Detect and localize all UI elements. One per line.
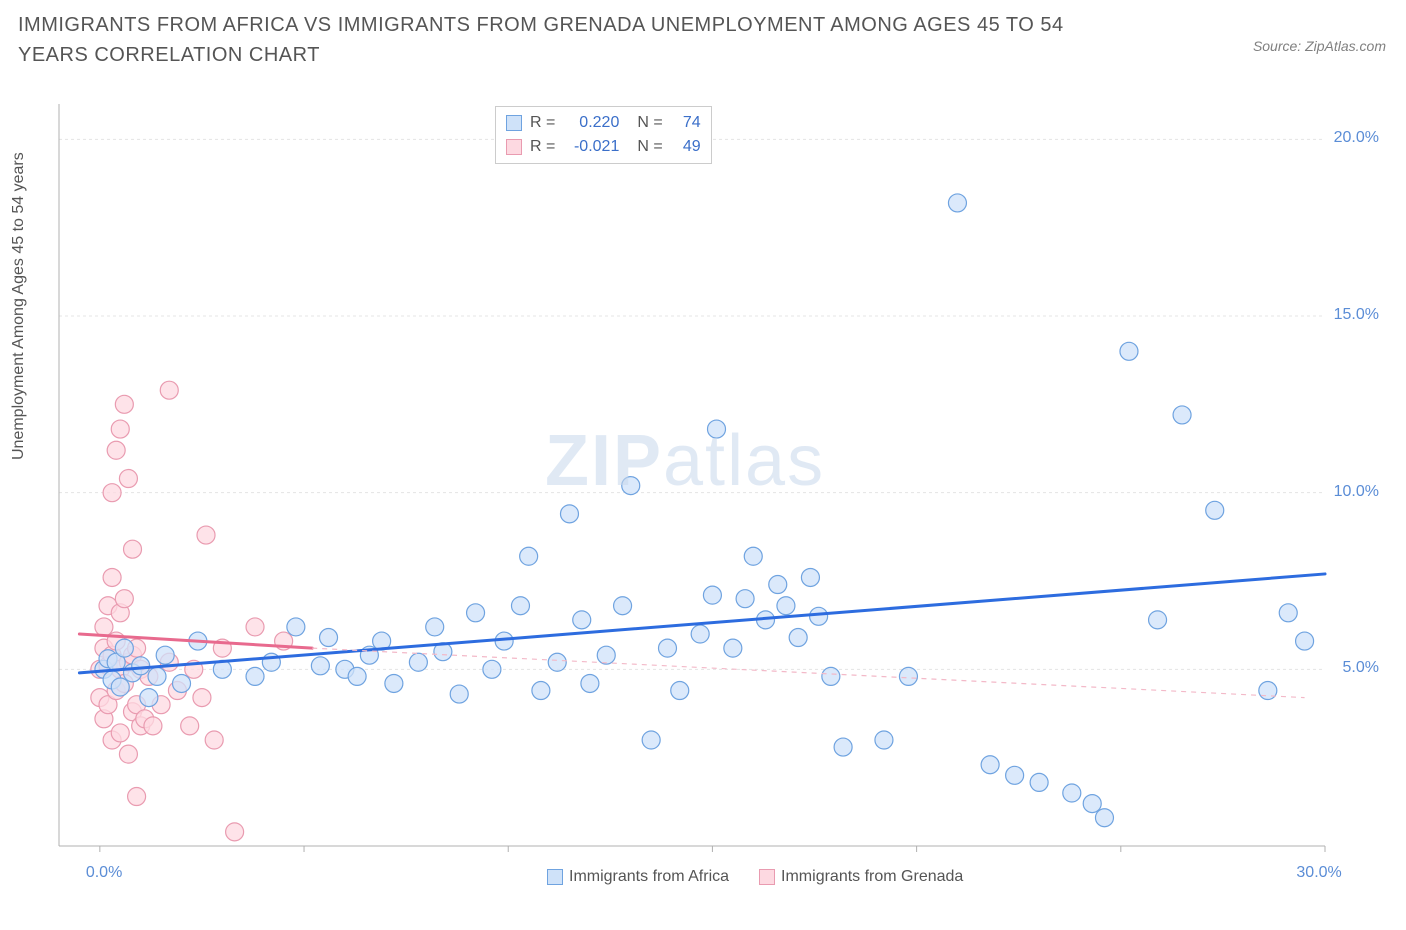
- legend-label: Immigrants from Africa: [569, 868, 729, 886]
- correlation-stats-box: R = 0.220 N = 74 R = -0.021 N = 49: [495, 106, 712, 164]
- r-label: R =: [530, 135, 555, 159]
- y-tick-label: 5.0%: [1343, 659, 1379, 677]
- legend-label: Immigrants from Grenada: [781, 868, 963, 886]
- legend-item: Immigrants from Grenada: [759, 868, 963, 886]
- stats-row: R = -0.021 N = 49: [506, 135, 701, 159]
- stats-row: R = 0.220 N = 74: [506, 111, 701, 135]
- series-swatch: [506, 115, 522, 131]
- n-label: N =: [637, 111, 662, 135]
- series-legend: Immigrants from Africa Immigrants from Gr…: [547, 868, 963, 886]
- r-value: 0.220: [563, 111, 619, 135]
- y-tick-label: 15.0%: [1334, 306, 1379, 324]
- r-label: R =: [530, 111, 555, 135]
- legend-item: Immigrants from Africa: [547, 868, 729, 886]
- legend-swatch: [547, 869, 563, 885]
- x-axis-max-label: 30.0%: [1296, 864, 1341, 882]
- n-value: 49: [671, 135, 701, 159]
- legend-swatch: [759, 869, 775, 885]
- n-label: N =: [637, 135, 662, 159]
- scatter-plot: [55, 100, 1385, 888]
- chart-area: ZIPatlas R = 0.220 N = 74 R = -0.021 N =…: [55, 100, 1385, 888]
- x-axis-min-label: 0.0%: [86, 864, 122, 882]
- n-value: 74: [671, 111, 701, 135]
- y-tick-label: 10.0%: [1334, 483, 1379, 501]
- y-tick-label: 20.0%: [1334, 129, 1379, 147]
- source-label: Source: ZipAtlas.com: [1253, 38, 1386, 54]
- series-swatch: [506, 139, 522, 155]
- r-value: -0.021: [563, 135, 619, 159]
- chart-title: IMMIGRANTS FROM AFRICA VS IMMIGRANTS FRO…: [18, 10, 1118, 70]
- y-axis-label: Unemployment Among Ages 45 to 54 years: [10, 152, 28, 460]
